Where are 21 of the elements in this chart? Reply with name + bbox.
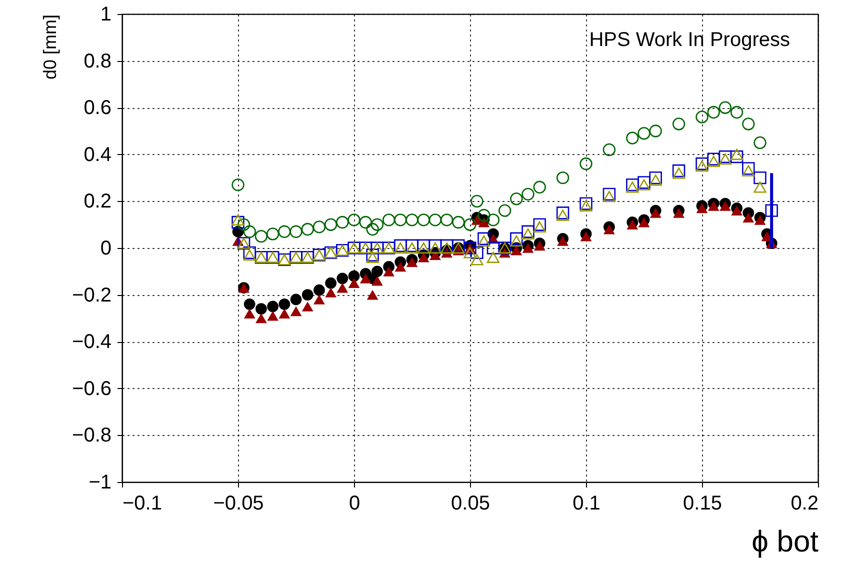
x-tick-label: 0.15 — [683, 492, 722, 514]
y-tick-label: 1 — [100, 4, 112, 26]
x-tick-label: 0.2 — [790, 492, 818, 514]
y-tick-label: −0.6 — [72, 378, 112, 400]
y-tick-label: 0.2 — [84, 190, 112, 213]
y-tick-label: −0.2 — [72, 284, 112, 306]
y-tick-label: −1 — [88, 472, 112, 494]
x-tick-label: −0.1 — [122, 492, 162, 514]
y-tick-label: 0.8 — [84, 50, 112, 72]
x-axis-title: ϕ bot — [752, 526, 820, 558]
y-tick-label: 0.4 — [84, 144, 112, 166]
y-tick-label: 0.6 — [84, 97, 112, 120]
y-tick-label: 0 — [100, 238, 112, 260]
annotation: HPS Work In Progress — [589, 29, 790, 51]
x-tick-label: 0.1 — [572, 492, 600, 514]
y-axis-title: d0 [mm] — [40, 14, 60, 80]
x-tick-label: 0 — [348, 492, 360, 514]
x-tick-label: 0.05 — [451, 492, 490, 514]
y-tick-label: −0.4 — [72, 331, 112, 354]
x-tick-label: −0.05 — [213, 492, 264, 514]
y-tick-label: −0.8 — [72, 424, 112, 447]
